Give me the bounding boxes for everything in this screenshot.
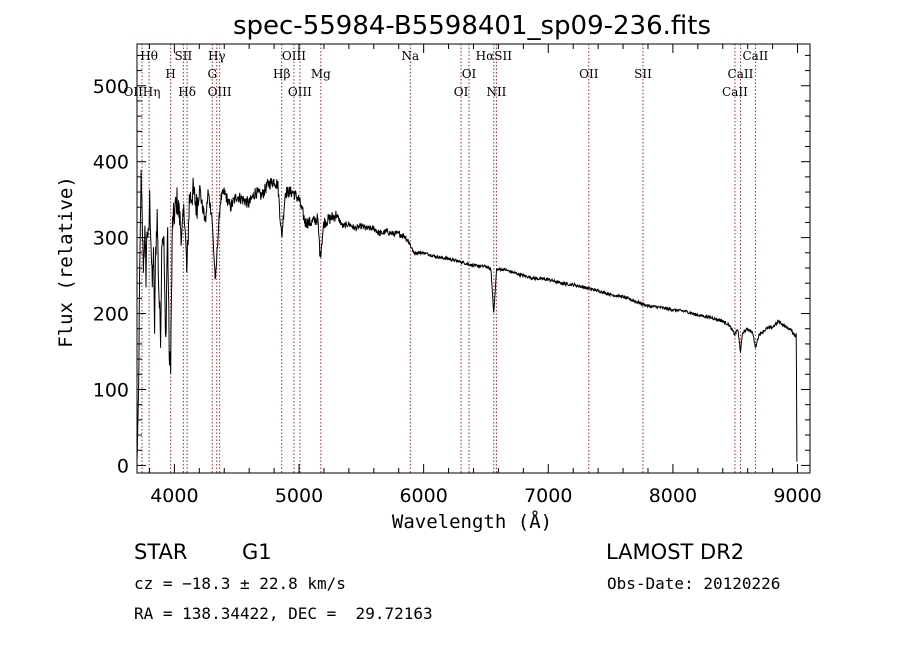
emission-line-markers — [141, 44, 756, 473]
redshift-text: cz = −18.3 ± 22.8 km/s — [134, 574, 346, 593]
y-tick-label: 300 — [93, 228, 129, 250]
emission-line-label: Hδ — [178, 85, 196, 99]
emission-line-label: OI — [454, 85, 469, 99]
y-tick-label: 0 — [117, 455, 129, 477]
spectrum-line — [136, 169, 798, 462]
emission-line-label: Mg — [311, 67, 331, 81]
x-tick-label: 7000 — [524, 485, 572, 507]
emission-line-label: CaII — [742, 49, 768, 63]
emission-line-label: Hβ — [273, 67, 290, 81]
emission-line-label: NII — [486, 85, 506, 99]
x-axis-ticks: 4000 5000 6000 7000 8000 9000 — [148, 44, 822, 507]
y-tick-label: 400 — [93, 152, 129, 174]
object-subclass: G1 — [242, 540, 272, 564]
x-axis-label: Wavelength (Å) — [392, 510, 552, 533]
emission-line-label: HαSII — [476, 49, 513, 63]
emission-line-label: Na — [401, 49, 419, 63]
x-tick-label: 5000 — [275, 485, 323, 507]
plot-frame — [136, 43, 811, 474]
x-tick-label: 8000 — [649, 485, 697, 507]
y-tick-label: 100 — [93, 379, 129, 401]
x-tick-label: 9000 — [773, 485, 821, 507]
emission-line-label: SII — [175, 49, 193, 63]
object-class: STAR — [134, 540, 187, 564]
emission-line-label: H — [165, 67, 175, 81]
chart-title: spec-55984-B5598401_sp09-236.fits — [233, 11, 711, 41]
emission-line-labels: Hθ SII Hγ OIII Na HαSII CaII H G Hβ Mg OI OII SII CaII… — [123, 49, 768, 99]
obs-date-text: Obs-Date: 20120226 — [607, 574, 780, 593]
survey-name: LAMOST DR2 — [606, 540, 744, 564]
emission-line-label: OIII — [288, 85, 312, 99]
emission-line-label: CaII — [722, 85, 748, 99]
emission-line-label: OIIHη — [123, 85, 160, 99]
emission-line-label: OIII — [282, 49, 306, 63]
emission-line-label: G — [207, 67, 217, 81]
emission-line-label: CaII — [728, 67, 754, 81]
y-tick-label: 500 — [93, 76, 129, 98]
emission-line-label: SII — [634, 67, 652, 81]
x-tick-label: 4000 — [150, 485, 198, 507]
emission-line-label: OIII — [208, 85, 232, 99]
coordinates-text: RA = 138.34422, DEC = 29.72163 — [134, 604, 433, 623]
emission-line-label: OI — [462, 67, 477, 81]
emission-line-label: OII — [579, 67, 599, 81]
y-axis-ticks: 0 100 200 300 400 500 — [93, 54, 810, 477]
emission-line-label: Hθ — [140, 49, 158, 63]
y-tick-label: 200 — [93, 304, 129, 326]
x-tick-label: 6000 — [399, 485, 447, 507]
emission-line-label: Hγ — [208, 49, 226, 63]
y-axis-label: Flux (relative) — [55, 176, 77, 348]
